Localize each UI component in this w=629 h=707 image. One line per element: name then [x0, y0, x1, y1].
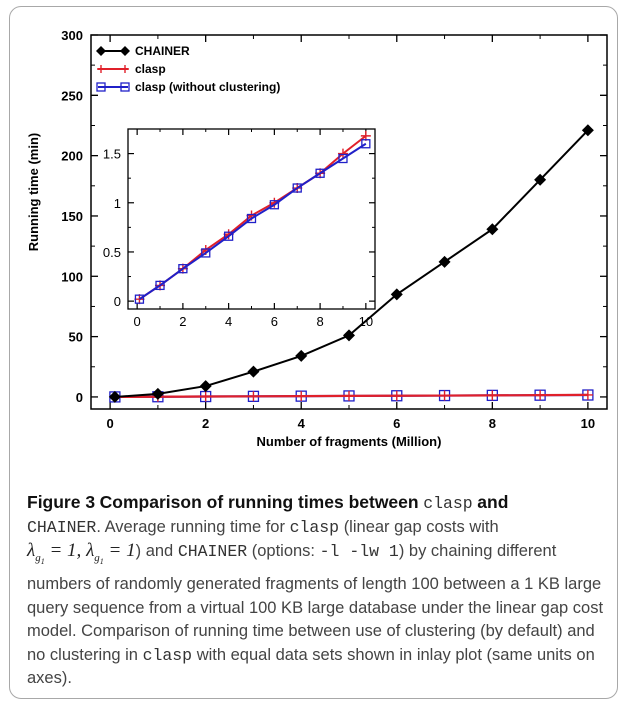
y-tick-label: 150	[61, 209, 83, 224]
caption-text: .	[96, 517, 101, 536]
inset-data-point	[223, 231, 234, 241]
caption-title: Comparison of running times between	[99, 492, 419, 512]
caption-code: -l -lw 1	[319, 542, 399, 561]
x-tick-label: 0	[106, 416, 113, 431]
inset-data-point	[315, 168, 325, 178]
data-point	[534, 173, 547, 186]
caption-figure-label: Figure 3	[27, 492, 96, 512]
inset-data-point	[246, 213, 257, 224]
data-point	[108, 390, 121, 403]
caption-text: (linear gap costs with	[343, 517, 499, 536]
math-symbol: λ	[86, 540, 95, 561]
legend-label: clasp (without clustering)	[135, 80, 280, 94]
y-tick-label: 300	[61, 28, 83, 43]
inset-x-tick-label: 10	[359, 314, 373, 329]
data-point	[439, 390, 450, 401]
data-point	[438, 255, 451, 268]
inset-x-tick-label: 2	[179, 314, 186, 329]
data-point	[486, 223, 499, 236]
inset-data-point	[155, 280, 165, 291]
inset-x-tick-label: 4	[225, 314, 232, 329]
legend-marker	[120, 82, 130, 92]
caption-code: clasp	[423, 494, 473, 513]
caption-code: clasp	[142, 645, 193, 665]
caption-code: clasp	[289, 517, 340, 537]
legend-marker	[96, 46, 106, 56]
y-tick-label: 250	[61, 88, 83, 103]
inset-y-tick-label: 1.5	[103, 147, 121, 162]
math-eq: = 1	[103, 540, 136, 561]
caption-text: Average running time for	[104, 517, 285, 536]
legend-label: clasp	[135, 62, 166, 76]
data-point	[199, 380, 212, 393]
x-tick-label: 6	[393, 416, 400, 431]
x-tick-label: 8	[489, 416, 496, 431]
legend-marker	[121, 65, 129, 73]
legend-marker	[97, 65, 105, 73]
inset-data-point	[337, 148, 348, 159]
inset-data-point	[361, 139, 371, 149]
data-point	[200, 391, 211, 402]
caption-code: CHAINER	[27, 517, 97, 537]
legend-marker	[96, 82, 106, 92]
y-tick-label: 200	[61, 149, 83, 164]
math-symbol: λ	[27, 540, 36, 561]
inset-x-tick-label: 6	[271, 314, 278, 329]
data-point	[343, 329, 355, 342]
inset-x-tick-label: 8	[316, 314, 323, 329]
data-point	[390, 288, 403, 301]
data-point	[247, 365, 260, 378]
y-axis-label: Running time (min)	[26, 133, 41, 251]
x-tick-label: 10	[581, 416, 595, 431]
caption-text: ) and	[135, 542, 174, 560]
math-subsub: 1	[99, 556, 104, 566]
legend-label: CHAINER	[135, 44, 190, 58]
caption-code: CHAINER	[177, 542, 248, 561]
caption-text: ) by chaining different numbers of rando…	[27, 542, 604, 664]
inset-data-point	[134, 294, 145, 305]
inset-y-tick-label: 1	[114, 196, 121, 211]
y-tick-label: 100	[61, 269, 83, 284]
inset-series-line-clasp-no-clustering	[138, 142, 367, 300]
inset-y-tick-label: 0.5	[103, 245, 121, 260]
inset-data-point	[292, 183, 302, 193]
figure-caption: Figure 3 Comparison of running times bet…	[27, 491, 615, 691]
inset-y-tick-label: 0	[114, 294, 121, 309]
y-tick-label: 50	[69, 330, 83, 345]
x-tick-label: 2	[202, 416, 209, 431]
caption-math: λg1 = 1, λg1 = 1	[27, 540, 136, 566]
inset-x-tick-label: 0	[134, 314, 141, 329]
data-point	[487, 390, 498, 401]
caption-text: with equal data sets shown in inlay plot…	[27, 645, 595, 688]
y-tick-label: 0	[76, 390, 83, 405]
math-subsub: 1	[40, 556, 45, 566]
data-point	[296, 391, 307, 402]
data-point	[248, 391, 259, 402]
data-point	[344, 390, 354, 401]
data-point	[535, 390, 546, 401]
inset-data-point	[201, 248, 211, 258]
caption-title: and	[477, 492, 509, 512]
x-tick-label: 4	[298, 416, 306, 431]
data-point	[391, 390, 402, 401]
x-axis-label: Number of fragments (Million)	[257, 434, 442, 449]
data-point	[581, 124, 594, 137]
legend-marker	[120, 46, 130, 56]
figure-frame: 0 50 100 150 200 250 300 0 2 4 6 8 10 Number of fragm…	[9, 6, 618, 699]
inset-data-point	[269, 200, 280, 210]
caption-text: (options:	[251, 542, 316, 560]
data-point	[582, 389, 593, 400]
data-point	[151, 387, 164, 400]
math-sub: g	[94, 551, 100, 564]
data-point	[295, 349, 308, 362]
inset-data-point	[134, 294, 145, 304]
math-sub: g	[35, 551, 41, 564]
inset-data-point	[178, 264, 188, 274]
math-eq: = 1,	[44, 540, 82, 561]
inset-data-point	[338, 153, 348, 164]
